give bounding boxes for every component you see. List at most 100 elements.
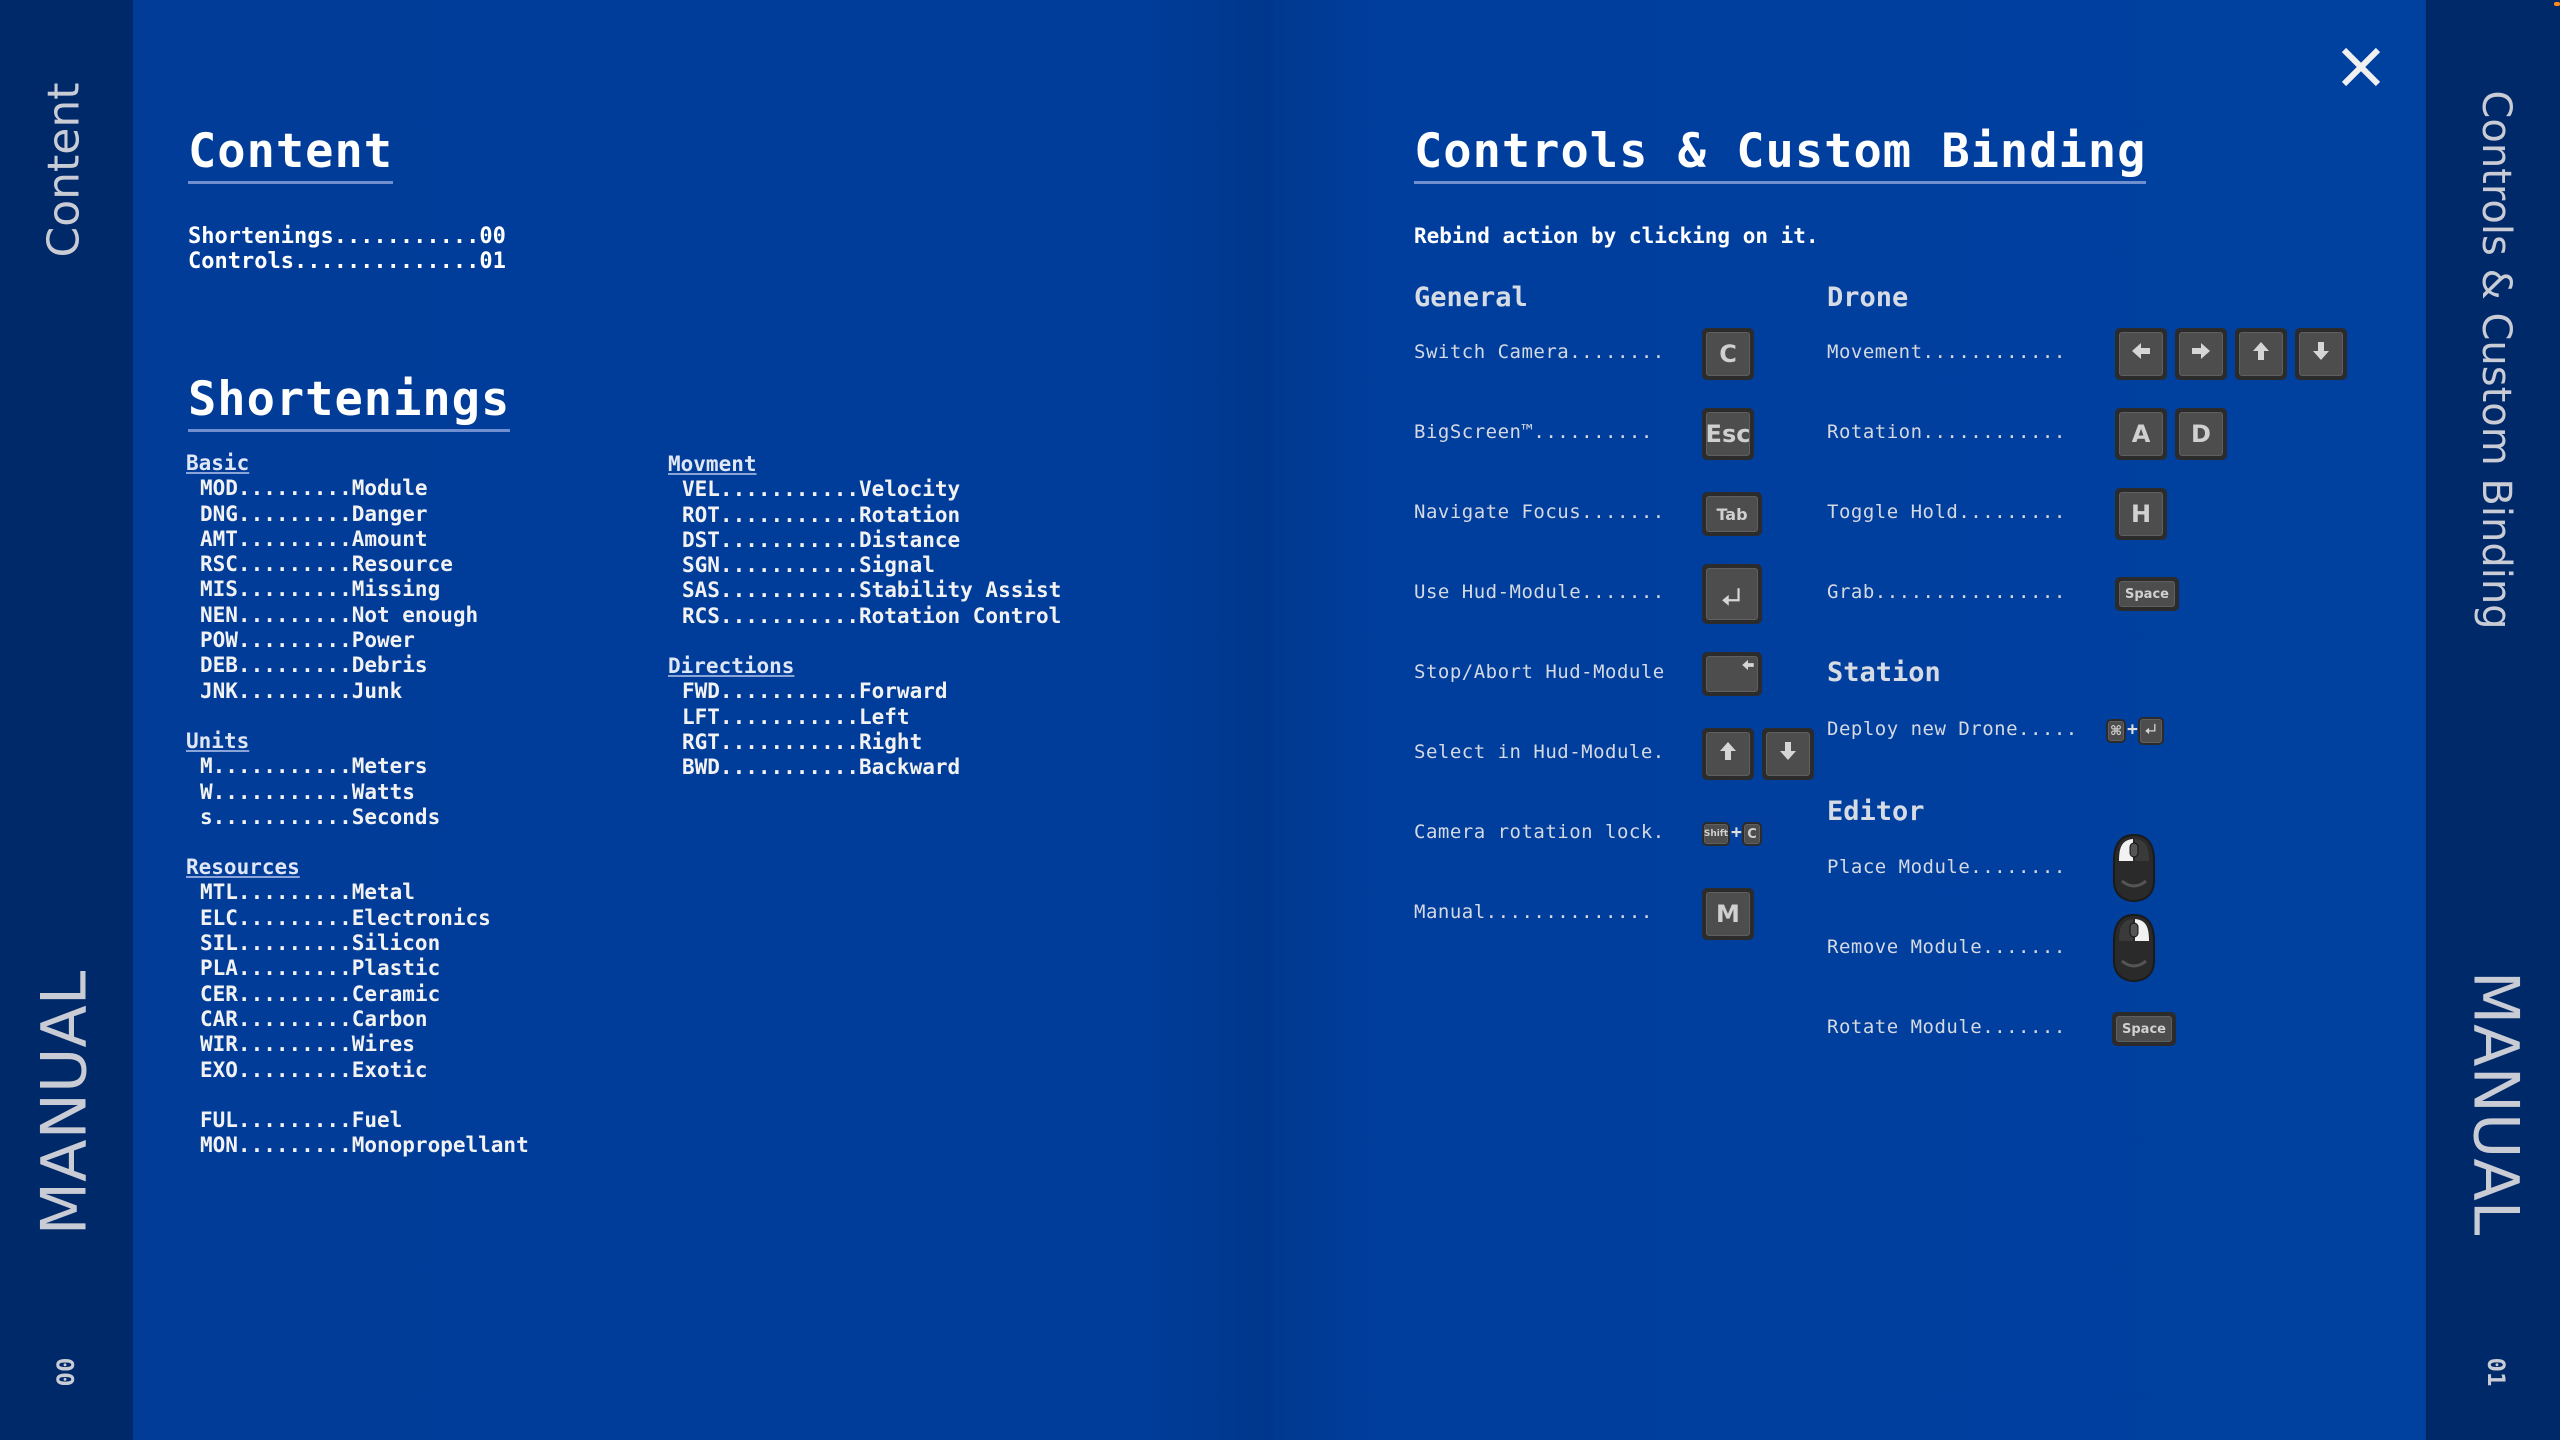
binding-label[interactable]: Select in Hud-Module. bbox=[1414, 741, 1665, 763]
arrow-up-icon bbox=[1717, 740, 1739, 768]
shortening-entry: MTL.........Metal bbox=[200, 880, 415, 905]
shortening-entry: FWD...........Forward bbox=[682, 679, 948, 704]
arrow-down-key[interactable] bbox=[1762, 728, 1814, 780]
backspace-key[interactable] bbox=[1702, 652, 1762, 696]
shortening-entry: RSC.........Resource bbox=[200, 552, 453, 577]
binding-label[interactable]: Deploy new Drone..... bbox=[1827, 718, 2078, 740]
key-face bbox=[1766, 732, 1810, 776]
arrow-up-icon bbox=[2250, 340, 2272, 368]
sidebar-left-page: 00 bbox=[52, 1357, 80, 1387]
key-face bbox=[1706, 568, 1758, 620]
binding-label[interactable]: Grab................ bbox=[1827, 581, 2066, 603]
binding-label[interactable]: Use Hud-Module....... bbox=[1414, 581, 1665, 603]
key-face bbox=[1706, 656, 1758, 692]
plus-sign: + bbox=[1731, 822, 1742, 843]
enter-key[interactable] bbox=[1702, 564, 1762, 624]
shortening-group-title: Resources bbox=[186, 855, 300, 880]
key-label: H bbox=[2130, 500, 2152, 528]
shortening-entry: LFT...........Left bbox=[682, 704, 910, 729]
binding-label[interactable]: Switch Camera........ bbox=[1414, 341, 1665, 363]
key-face: Space bbox=[2116, 1016, 2172, 1042]
arrow-up-key[interactable] bbox=[1702, 728, 1754, 780]
key-c-key[interactable]: C bbox=[1742, 822, 1762, 846]
arrow-down-key[interactable] bbox=[2295, 328, 2347, 380]
shortening-group-title: Directions bbox=[668, 654, 795, 679]
right-sidebar[interactable]: Controls & Custom Binding MANUAL 01 bbox=[2426, 0, 2560, 1440]
key-label: A bbox=[2131, 420, 2151, 448]
shortening-entry: PLA.........Plastic bbox=[200, 956, 441, 981]
key-face: C bbox=[1744, 824, 1760, 844]
toc-item-shortenings[interactable]: Shortenings...........00 bbox=[188, 224, 506, 249]
key-m-key[interactable]: M bbox=[1702, 888, 1754, 940]
binding-label[interactable]: Camera rotation lock. bbox=[1414, 821, 1665, 843]
sidebar-right-page: 01 bbox=[2482, 1357, 2510, 1387]
key-space-key[interactable]: Space bbox=[2115, 577, 2179, 611]
shortening-entry: RCS...........Rotation Control bbox=[682, 603, 1062, 628]
shortening-entry: WIR.........Wires bbox=[200, 1032, 415, 1057]
shortening-entry: MON.........Monopropellant bbox=[200, 1133, 529, 1158]
key-space-key[interactable]: Space bbox=[2112, 1012, 2176, 1046]
key-h-key[interactable]: H bbox=[2115, 488, 2167, 540]
mouse-left-click-icon[interactable] bbox=[2110, 833, 2155, 903]
key-face: Tab bbox=[1706, 496, 1758, 532]
close-icon[interactable] bbox=[2340, 46, 2382, 88]
sidebar-right-title[interactable]: Controls & Custom Binding bbox=[2473, 90, 2519, 630]
binding-label[interactable]: Manual.............. bbox=[1414, 901, 1653, 923]
key-a-key[interactable]: A bbox=[2115, 408, 2167, 460]
shortening-entry: DST...........Distance bbox=[682, 527, 961, 552]
key-face bbox=[2239, 332, 2283, 376]
shortening-entry: W...........Watts bbox=[200, 779, 415, 804]
arrow-left-key[interactable] bbox=[2115, 328, 2167, 380]
shortening-group-title: Basic bbox=[186, 451, 250, 475]
key-face bbox=[1706, 732, 1750, 776]
shortening-entry bbox=[186, 1083, 529, 1108]
arrow-down-icon bbox=[1777, 740, 1799, 768]
key-tab-key[interactable]: Tab bbox=[1702, 492, 1762, 536]
key-face bbox=[2119, 332, 2163, 376]
shortening-entry: POW.........Power bbox=[200, 628, 415, 653]
binding-label[interactable]: Rotate Module....... bbox=[1827, 1016, 2066, 1038]
table-of-contents: Shortenings...........00 Controls.......… bbox=[188, 224, 506, 274]
content-title: Content bbox=[188, 128, 394, 184]
sidebar-left-title[interactable]: Content bbox=[38, 82, 90, 258]
key-shift-key[interactable]: Shift bbox=[1702, 822, 1730, 846]
shortening-entry: MIS.........Missing bbox=[200, 577, 441, 602]
key-label: M bbox=[1716, 900, 1740, 928]
binding-label[interactable]: Toggle Hold......... bbox=[1827, 501, 2066, 523]
key-⌘-key[interactable]: ⌘ bbox=[2106, 719, 2126, 743]
arrow-right-key[interactable] bbox=[2175, 328, 2227, 380]
shortening-entry: M...........Meters bbox=[200, 754, 428, 779]
key-d-key[interactable]: D bbox=[2175, 408, 2227, 460]
binding-label[interactable]: Navigate Focus....... bbox=[1414, 501, 1665, 523]
toc-item-controls[interactable]: Controls..............01 bbox=[188, 249, 506, 274]
section-general: General bbox=[1414, 282, 1528, 313]
shortenings-right-column: Movment VEL...........Velocity ROT........… bbox=[668, 452, 1061, 781]
key-face: Space bbox=[2119, 581, 2175, 607]
shortening-group-title: Movment bbox=[668, 452, 757, 476]
binding-label[interactable]: BigScreen™.......... bbox=[1414, 421, 1653, 443]
key-esc-key[interactable]: Esc bbox=[1702, 408, 1754, 460]
binding-label[interactable]: Place Module........ bbox=[1827, 856, 2066, 878]
key-c-key[interactable]: C bbox=[1702, 328, 1754, 380]
key-face: H bbox=[2119, 492, 2163, 536]
arrow-up-key[interactable] bbox=[2235, 328, 2287, 380]
shortening-entry: RGT...........Right bbox=[682, 729, 923, 754]
mouse-right-click-icon[interactable] bbox=[2110, 913, 2155, 983]
section-drone: Drone bbox=[1827, 282, 1909, 313]
shortening-entry: ROT...........Rotation bbox=[682, 502, 961, 527]
left-sidebar[interactable]: Content MANUAL 00 bbox=[0, 0, 133, 1440]
binding-label[interactable]: Stop/Abort Hud-Module bbox=[1414, 661, 1665, 683]
backspace-icon bbox=[1739, 657, 1757, 676]
sidebar-left-book: MANUAL bbox=[27, 970, 101, 1236]
notification-dot bbox=[2554, 2, 2560, 6]
right-page bbox=[1273, 0, 2426, 1440]
sidebar-right-book: MANUAL bbox=[2459, 970, 2533, 1236]
binding-label[interactable]: Remove Module....... bbox=[1827, 936, 2066, 958]
key-label: Space bbox=[2122, 1021, 2166, 1037]
binding-label[interactable]: Rotation............ bbox=[1827, 421, 2066, 443]
plus-sign: + bbox=[2127, 719, 2138, 740]
shortening-entry: CER.........Ceramic bbox=[200, 981, 441, 1006]
enter-key[interactable] bbox=[2138, 717, 2164, 745]
binding-label[interactable]: Movement............ bbox=[1827, 341, 2066, 363]
key-label: Space bbox=[2125, 586, 2169, 602]
